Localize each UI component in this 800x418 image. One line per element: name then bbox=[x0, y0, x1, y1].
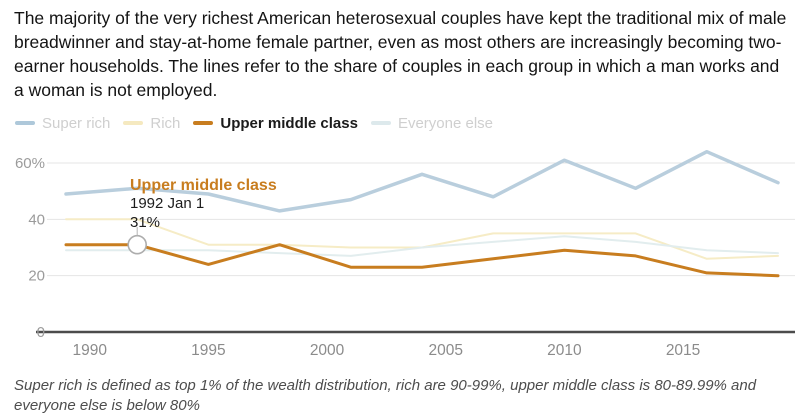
chart-legend: Super rich Rich Upper middle class Every… bbox=[15, 113, 493, 133]
y-axis-label-40: 40 bbox=[28, 211, 45, 228]
legend-swatch-rich bbox=[123, 121, 144, 125]
legend-label-everyone-else: Everyone else bbox=[397, 114, 494, 132]
legend-label-upper-middle-class: Upper middle class bbox=[220, 114, 358, 132]
y-axis-label-20: 20 bbox=[28, 268, 45, 285]
y-axis-label-0: 0 bbox=[37, 324, 45, 341]
legend-item-rich[interactable]: Rich bbox=[123, 115, 180, 132]
chart-headline: The majority of the very richest America… bbox=[14, 8, 787, 100]
legend-swatch-everyone-else bbox=[370, 121, 391, 125]
series-line-everyone-else[interactable] bbox=[65, 235, 779, 257]
x-axis-label-2005: 2005 bbox=[428, 342, 462, 359]
x-axis-label-2015: 2015 bbox=[666, 342, 700, 359]
series-line-super-rich[interactable] bbox=[64, 149, 780, 213]
x-axis-label-2000: 2000 bbox=[310, 342, 345, 359]
series-line-rich[interactable] bbox=[65, 218, 779, 260]
legend-label-rich: Rich bbox=[150, 114, 181, 132]
x-axis-label-1995: 1995 bbox=[191, 342, 225, 359]
legend-swatch-upper-middle-class bbox=[193, 121, 214, 125]
legend-item-super-rich[interactable]: Super rich bbox=[15, 115, 110, 132]
x-axis-label-2010: 2010 bbox=[547, 342, 582, 359]
x-axis-label-1990: 1990 bbox=[72, 342, 107, 359]
footnote: Super rich is defined as top 1% of the w… bbox=[14, 377, 757, 414]
tooltip-marker-circle bbox=[127, 234, 147, 255]
legend-label-super-rich: Super rich bbox=[42, 114, 111, 132]
series-line-upper-middle-class[interactable] bbox=[64, 243, 780, 278]
legend-item-everyone-else[interactable]: Everyone else bbox=[370, 114, 494, 132]
legend-swatch-super-rich bbox=[15, 121, 35, 125]
y-axis-label-60: 60% bbox=[15, 155, 45, 172]
legend-item-upper-middle-class[interactable]: Upper middle class bbox=[193, 115, 358, 132]
